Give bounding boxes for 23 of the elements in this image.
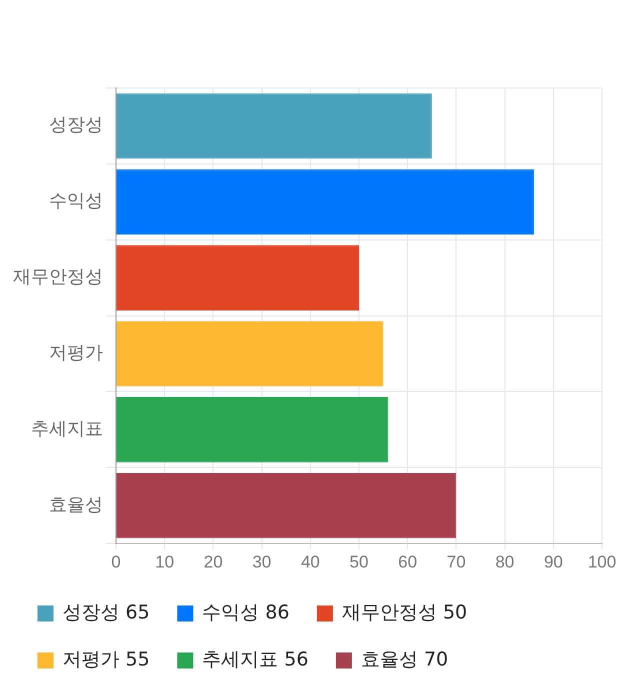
- legend-label: 성장성 65: [62, 601, 150, 624]
- y-tick-label: 성장성: [49, 114, 103, 136]
- legend-label: 저평가 55: [62, 648, 150, 670]
- x-tick-label: 60: [398, 552, 418, 572]
- x-tick-label: 90: [544, 552, 563, 572]
- x-tick-label: 80: [495, 552, 514, 572]
- x-tick-label: 50: [350, 552, 368, 572]
- x-tick-label: 70: [446, 552, 466, 572]
- legend-label: 재무안정성 50: [342, 601, 468, 624]
- x-tick-label: 20: [204, 552, 223, 572]
- legend-label: 수익성 86: [202, 601, 290, 624]
- x-tick-label: 10: [155, 552, 174, 572]
- legend-label: 추세지표 56: [202, 648, 308, 670]
- y-tick-label: 재무안정성: [13, 266, 103, 288]
- x-tick-label: 30: [252, 552, 272, 572]
- y-tick-label: 효율성: [49, 494, 103, 516]
- y-tick-label: 수익성: [49, 190, 103, 212]
- x-tick-label: 40: [300, 552, 320, 572]
- y-tick-label: 추세지표: [31, 418, 103, 440]
- legend-label: 효율성 70: [360, 648, 448, 670]
- x-tick-label: 0: [111, 552, 121, 572]
- x-tick-label: 100: [588, 552, 616, 572]
- y-tick-label: 저평가: [49, 342, 103, 364]
